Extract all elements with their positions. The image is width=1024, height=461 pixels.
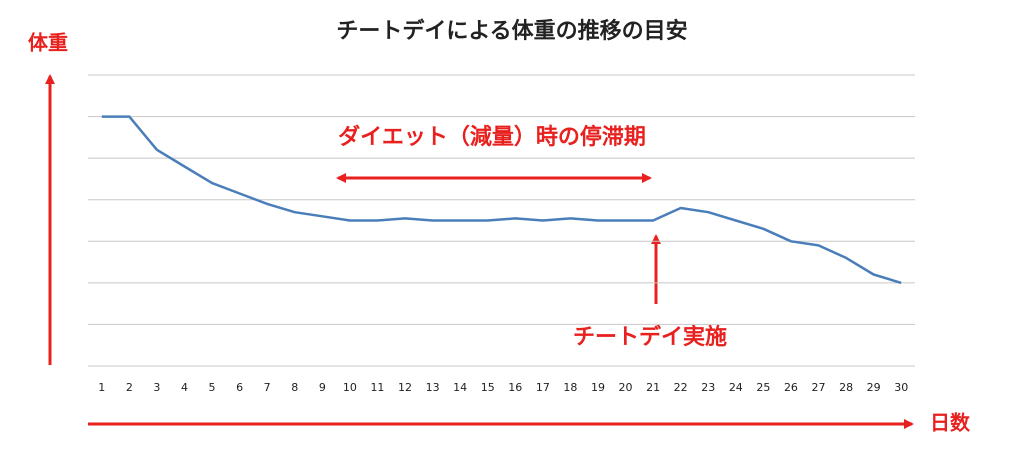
x-tick-label: 9 [319, 381, 326, 394]
x-tick-label: 30 [894, 381, 908, 394]
x-tick-label: 17 [536, 381, 550, 394]
x-tick-label: 29 [867, 381, 881, 394]
x-tick-label: 4 [181, 381, 188, 394]
x-tick-label: 14 [453, 381, 467, 394]
x-tick-label: 2 [126, 381, 133, 394]
x-tick-label: 18 [563, 381, 577, 394]
plateau-annotation: ダイエット（減量）時の停滞期 [338, 124, 646, 150]
x-tick-label: 27 [812, 381, 826, 394]
x-tick-label: 28 [839, 381, 853, 394]
cheat-day-annotation: チートデイ実施 [573, 324, 727, 350]
x-tick-label: 21 [646, 381, 660, 394]
x-tick-label: 11 [370, 381, 384, 394]
x-tick-label: 5 [209, 381, 216, 394]
x-tick-label: 6 [236, 381, 243, 394]
x-tick-label: 26 [784, 381, 798, 394]
x-tick-label: 3 [153, 381, 160, 394]
x-tick-label: 22 [674, 381, 688, 394]
x-tick-label: 15 [481, 381, 495, 394]
x-tick-label: 7 [264, 381, 271, 394]
x-tick-label: 24 [729, 381, 743, 394]
y-axis-label: 体重 [28, 31, 68, 55]
x-axis-label: 日数 [930, 411, 971, 435]
x-tick-label: 12 [398, 381, 412, 394]
x-tick-label: 23 [701, 381, 715, 394]
x-tick-label: 16 [508, 381, 522, 394]
data-line [101, 115, 902, 285]
x-tick-label: 10 [343, 381, 357, 394]
x-tick-label: 13 [426, 381, 440, 394]
x-tick-label: 8 [291, 381, 298, 394]
x-tick-label: 19 [591, 381, 605, 394]
x-tick-label: 1 [98, 381, 105, 394]
x-tick-label: 20 [619, 381, 633, 394]
x-tick-label: 25 [756, 381, 770, 394]
chart-title: チートデイによる体重の推移の目安 [336, 18, 687, 44]
